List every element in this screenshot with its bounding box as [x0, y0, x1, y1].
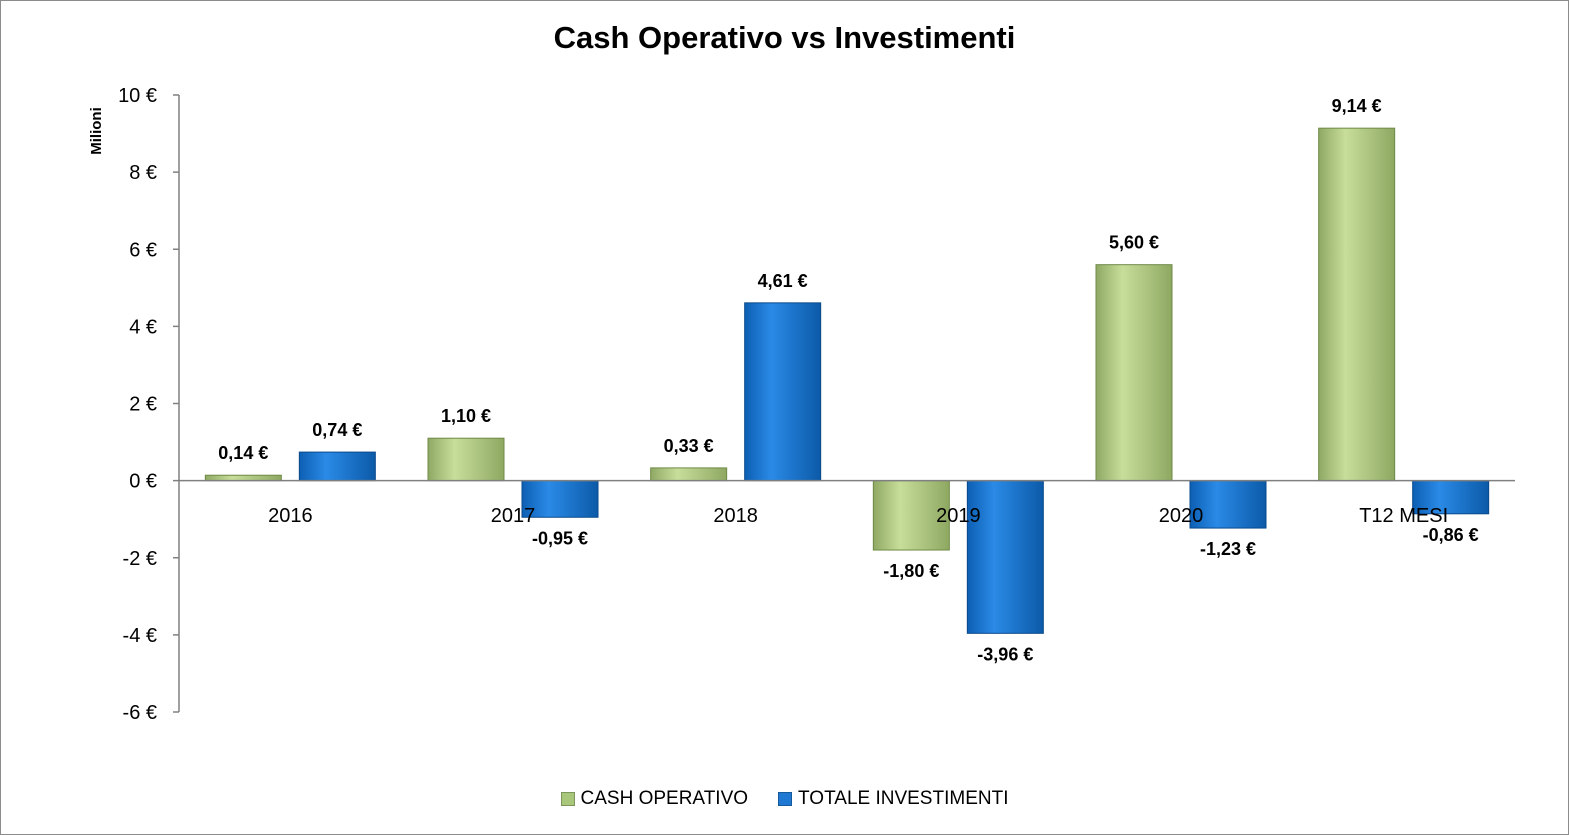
- y-tick-label: -4 €: [123, 625, 157, 647]
- data-label-cash-operativo-2019: -1,80 €: [883, 561, 939, 581]
- data-label-cash-operativo-2018: 0,33 €: [664, 436, 714, 456]
- x-tick-label: 2019: [936, 505, 981, 527]
- x-tick-label: 2018: [713, 505, 758, 527]
- x-tick-label: 2020: [1159, 505, 1204, 527]
- data-label-totale-investimenti-2018: 4,61 €: [758, 271, 808, 291]
- x-tick-label: T12 MESI: [1359, 505, 1448, 527]
- data-label-cash-operativo-2016: 0,14 €: [218, 443, 268, 463]
- legend: CASH OPERATIVO TOTALE INVESTIMENTI: [0, 788, 1569, 810]
- y-tick-label: 4 €: [129, 316, 157, 338]
- bar-cash-operativo-t12-mesi: [1318, 127, 1396, 482]
- y-tick-label: 6 €: [129, 239, 157, 261]
- data-label-cash-operativo-t12-mesi: 9,14 €: [1332, 96, 1382, 116]
- bar-totale-investimenti-2017: [521, 480, 599, 518]
- data-label-totale-investimenti-2020: -1,23 €: [1200, 539, 1256, 559]
- legend-label-cash-operativo: CASH OPERATIVO: [580, 788, 749, 809]
- bar-cash-operativo-2020: [1095, 264, 1173, 482]
- y-tick-label: 10 €: [118, 85, 157, 107]
- legend-swatch-cash-operativo: [560, 792, 575, 806]
- bar-totale-investimenti-2016: [298, 451, 376, 482]
- bar-totale-investimenti-2018: [744, 302, 822, 482]
- x-tick-label: 2016: [268, 505, 313, 527]
- data-label-cash-operativo-2020: 5,60 €: [1109, 233, 1159, 253]
- bar-cash-operativo-2016: [204, 474, 282, 482]
- bar-cash-operativo-2018: [650, 467, 728, 482]
- bar-totale-investimenti-2020: [1189, 480, 1267, 529]
- y-tick-label: 2 €: [129, 394, 157, 416]
- x-tick-label: 2017: [491, 505, 536, 527]
- data-label-cash-operativo-2017: 1,10 €: [441, 406, 491, 426]
- data-label-totale-investimenti-t12-mesi: -0,86 €: [1423, 525, 1479, 545]
- data-label-totale-investimenti-2019: -3,96 €: [977, 644, 1033, 664]
- data-label-totale-investimenti-2016: 0,74 €: [312, 420, 362, 440]
- legend-item-totale-investimenti: TOTALE INVESTIMENTI: [778, 788, 1008, 810]
- legend-swatch-totale-investimenti: [778, 792, 793, 806]
- y-tick-label: 8 €: [129, 162, 157, 184]
- chart-title: Cash Operativo vs Investimenti: [553, 20, 1016, 55]
- y-axis-title: Milioni: [88, 107, 105, 155]
- bar-totale-investimenti-2019: [966, 480, 1044, 634]
- bar-cash-operativo-2017: [427, 437, 505, 482]
- bar-totale-investimenti-t12-mesi: [1412, 480, 1490, 515]
- y-tick-label: -6 €: [123, 702, 157, 724]
- y-tick-label: 0 €: [129, 471, 157, 493]
- data-label-totale-investimenti-2017: -0,95 €: [532, 528, 588, 548]
- legend-item-cash-operativo: CASH OPERATIVO: [560, 788, 749, 810]
- y-tick-label: -2 €: [123, 548, 157, 570]
- bar-cash-operativo-2019: [872, 480, 950, 551]
- legend-label-totale-investimenti: TOTALE INVESTIMENTI: [798, 788, 1009, 809]
